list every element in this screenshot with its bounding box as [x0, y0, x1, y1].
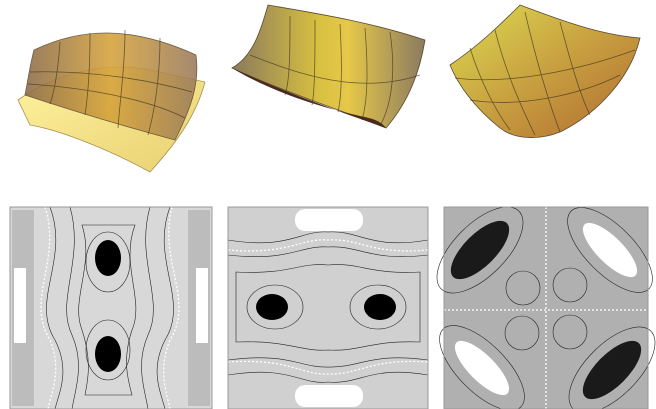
surface-2 [231, 4, 426, 129]
surface-3 [449, 4, 641, 138]
contour-plot-1 [9, 206, 213, 409]
contour-plot-3 [436, 206, 656, 409]
surface-1 [17, 29, 206, 173]
contour-plot-2 [227, 206, 429, 409]
